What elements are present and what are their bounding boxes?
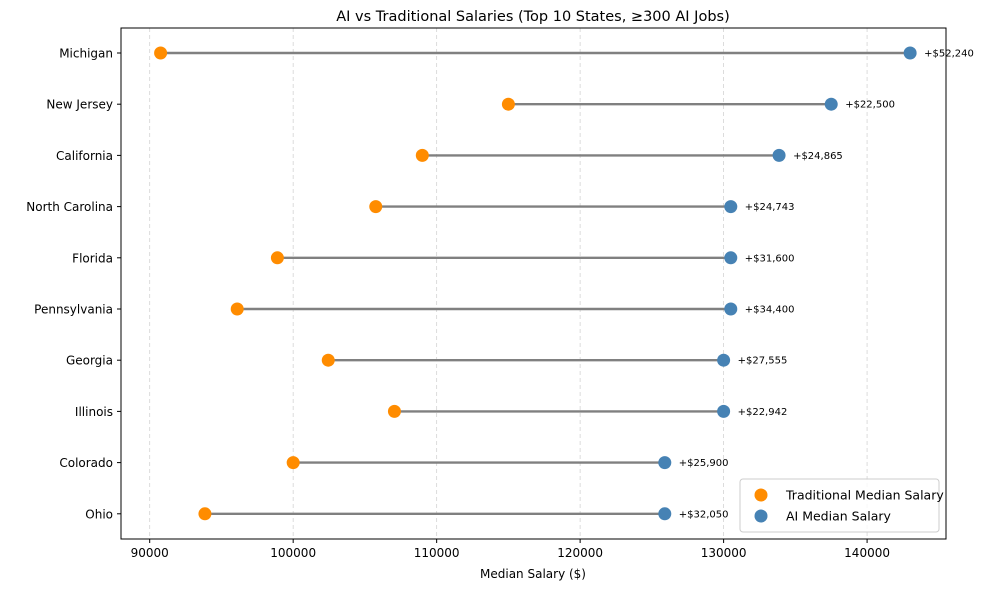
difference-label: +$24,865	[793, 151, 843, 162]
y-tick-label: Pennsylvania	[34, 303, 113, 317]
traditional-point	[387, 404, 401, 418]
legend-label-ai: AI Median Salary	[786, 509, 892, 524]
chart-title: AI vs Traditional Salaries (Top 10 State…	[336, 9, 729, 25]
y-tick-label: North Carolina	[26, 200, 113, 214]
ai-point	[658, 507, 672, 521]
difference-label: +$25,900	[679, 458, 729, 469]
difference-label: +$52,240	[924, 49, 974, 60]
x-axis: 90000 100000 110000 120000 130000 140000	[131, 539, 890, 560]
y-tick-label: California	[56, 149, 113, 163]
ai-point	[658, 456, 672, 470]
traditional-point	[369, 200, 383, 214]
y-tick-label: Florida	[72, 251, 113, 265]
ai-point	[824, 97, 838, 111]
difference-label: +$34,400	[745, 305, 795, 316]
x-tick-label: 130000	[701, 546, 747, 560]
traditional-point	[230, 302, 244, 316]
difference-label: +$22,942	[738, 407, 788, 418]
axes-frame	[120, 27, 947, 540]
traditional-point	[154, 46, 168, 60]
y-tick-label: Colorado	[59, 456, 113, 470]
y-tick-label: New Jersey	[46, 98, 113, 112]
x-tick-label: 100000	[270, 546, 316, 560]
difference-label: +$24,743	[745, 202, 795, 213]
y-tick-label: Georgia	[66, 354, 113, 368]
x-axis-label: Median Salary ($)	[480, 567, 586, 581]
x-tick-label: 140000	[844, 546, 890, 560]
x-tick-label: 110000	[414, 546, 460, 560]
difference-label: +$32,050	[679, 509, 729, 520]
difference-label: +$22,500	[845, 100, 895, 111]
ai-point	[724, 302, 738, 316]
traditional-point	[270, 251, 284, 265]
x-tick-label: 120000	[557, 546, 603, 560]
x-tick-label: 90000	[131, 546, 169, 560]
ai-point	[772, 148, 786, 162]
ai-point	[724, 251, 738, 265]
plot-area: +$52,240 +$22,500 +$24,865 +$24,743 +$31,600…	[154, 46, 974, 521]
legend-marker-traditional	[754, 488, 768, 502]
legend-box	[739, 478, 940, 533]
traditional-point	[321, 353, 335, 367]
ai-point	[717, 404, 731, 418]
difference-label: +$27,555	[738, 356, 788, 367]
y-axis: Michigan New Jersey California North Caroli…	[26, 47, 121, 521]
ai-point	[717, 353, 731, 367]
y-tick-label: Illinois	[75, 405, 113, 419]
ai-point	[724, 200, 738, 214]
traditional-point	[198, 507, 212, 521]
y-tick-label: Ohio	[85, 507, 113, 521]
grid-lines	[149, 28, 868, 539]
traditional-point	[286, 456, 300, 470]
traditional-point	[415, 148, 429, 162]
legend-label-traditional: Traditional Median Salary	[785, 488, 944, 503]
difference-label: +$31,600	[745, 253, 795, 264]
legend: Traditional Median Salary AI Median Salar…	[739, 478, 944, 533]
y-tick-label: Michigan	[59, 47, 113, 61]
legend-marker-ai	[754, 509, 768, 523]
ai-point	[903, 46, 917, 60]
traditional-point	[501, 97, 515, 111]
